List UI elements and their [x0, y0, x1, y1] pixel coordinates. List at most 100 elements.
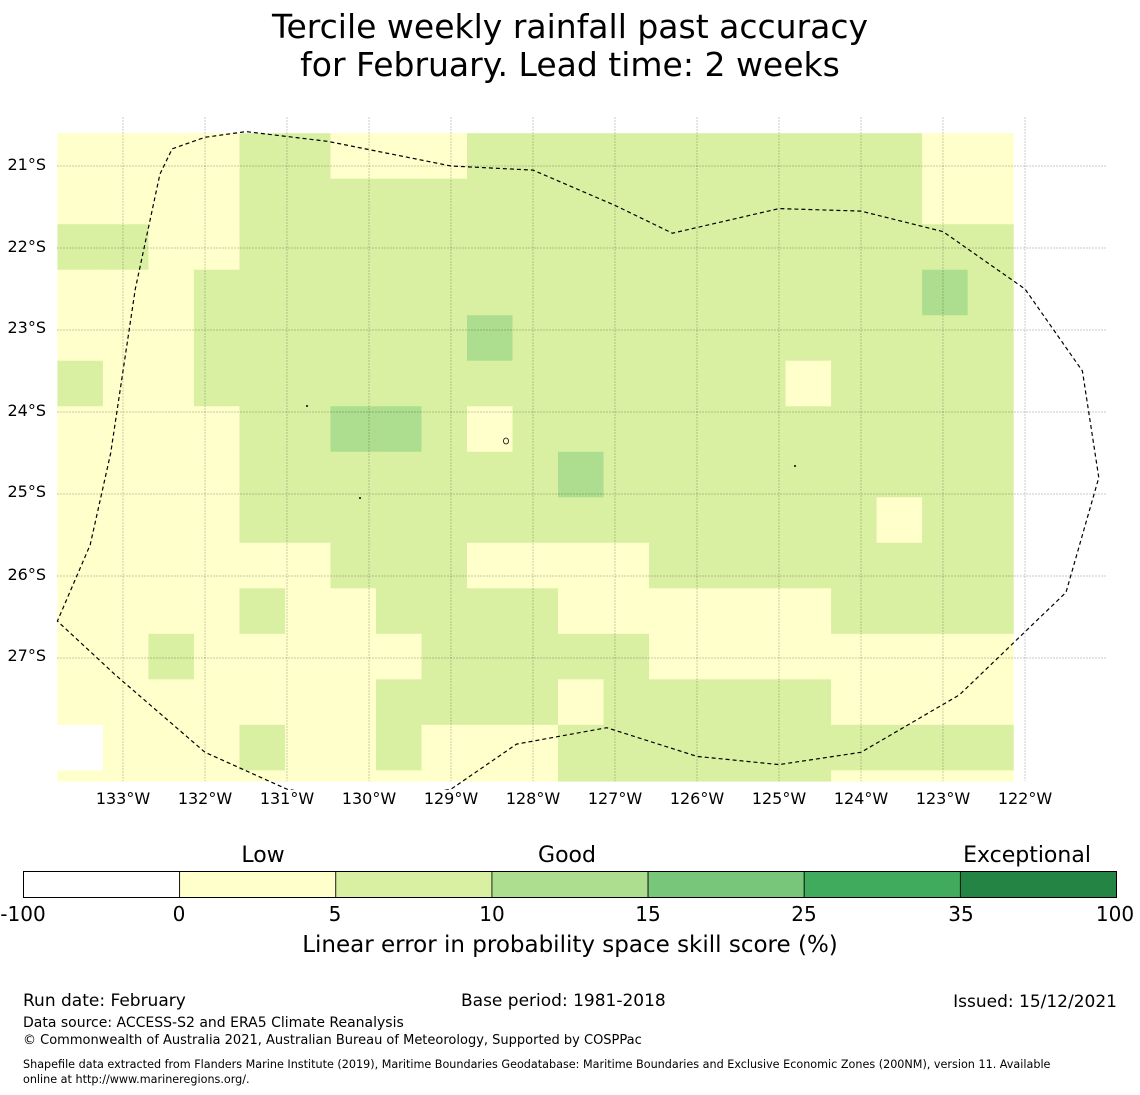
- grid-cell: [649, 679, 696, 726]
- grid-cell: [512, 178, 559, 225]
- grid-cell: [284, 633, 332, 680]
- graticule-lines: [57, 117, 1106, 781]
- grid-cell: [102, 315, 150, 362]
- colorbar-bin: [179, 871, 337, 898]
- grid-cell: [967, 679, 1014, 726]
- grid-cell: [102, 724, 150, 771]
- grid-cell: [284, 679, 332, 726]
- colorbar-tick: 5: [328, 902, 342, 926]
- grid-cell: [740, 679, 787, 726]
- grid-cell: [284, 406, 332, 453]
- grid-cell: [375, 224, 423, 271]
- grid-cell: [193, 724, 241, 771]
- colorbar-category-exceptional: Exceptional: [963, 843, 1091, 868]
- colorbar-category-low: Low: [241, 843, 285, 868]
- colorbar-tick: -100: [0, 902, 46, 926]
- lat-label: 21°S: [7, 155, 46, 174]
- grid-cell: [558, 406, 605, 453]
- grid-cell: [330, 360, 377, 407]
- lat-label: 27°S: [7, 646, 46, 665]
- grid-cell: [694, 679, 741, 726]
- grid-cell: [57, 770, 104, 782]
- grid-cell: [148, 542, 195, 589]
- grid-cell: [466, 269, 514, 316]
- grid-cell: [967, 269, 1014, 316]
- grid-cell: [148, 679, 195, 726]
- grid-cell: [785, 770, 832, 782]
- lon-label: 131°W: [259, 789, 315, 808]
- grid-cell: [876, 770, 923, 782]
- grid-cell: [876, 497, 923, 544]
- grid-cell: [603, 178, 650, 225]
- colorbar-bar: [23, 871, 1117, 898]
- grid-cell: [922, 406, 969, 453]
- grid-cell: [831, 269, 878, 316]
- lat-label: 22°S: [7, 237, 46, 256]
- grid-cell: [512, 315, 559, 362]
- grid-cell: [922, 360, 969, 407]
- grid-cell: [967, 633, 1014, 680]
- grid-cell: [284, 133, 332, 180]
- grid-cell: [284, 178, 332, 225]
- island-markers: [306, 405, 796, 499]
- grid-cell: [193, 451, 241, 498]
- grid-cell: [330, 724, 377, 771]
- island-marker: [503, 437, 509, 445]
- grid-cell: [193, 633, 241, 680]
- grid-cell: [831, 679, 878, 726]
- grid-cell: [421, 588, 468, 635]
- grid-cell: [649, 406, 696, 453]
- colorbar-tick: 35: [948, 902, 974, 926]
- grid-cell: [558, 360, 605, 407]
- grid-cell: [922, 724, 969, 771]
- grid-cell: [284, 451, 332, 498]
- grid-cell: [922, 315, 969, 362]
- grid-cell: [284, 542, 332, 589]
- colorbar-bin: [959, 871, 1117, 898]
- grid-cell: [922, 224, 969, 271]
- grid-cell: [831, 451, 878, 498]
- grid-cell: [421, 679, 468, 726]
- grid-cell: [603, 360, 650, 407]
- grid-cell: [239, 679, 286, 726]
- grid-cell: [740, 406, 787, 453]
- grid-cell: [102, 497, 150, 544]
- grid-cell: [785, 360, 832, 407]
- lat-label: 25°S: [7, 482, 46, 501]
- grid-cell: [193, 406, 241, 453]
- grid-cell: [785, 224, 832, 271]
- grid-cell: [284, 497, 332, 544]
- grid-cell: [740, 224, 787, 271]
- grid-cell: [967, 133, 1014, 180]
- grid-cell: [512, 770, 559, 782]
- grid-cell: [967, 360, 1014, 407]
- grid-cell: [375, 770, 423, 782]
- grid-cell: [148, 224, 195, 271]
- grid-cell: [558, 269, 605, 316]
- grid-cell: [421, 451, 468, 498]
- grid-cell: [831, 360, 878, 407]
- grid-cell: [967, 224, 1014, 271]
- grid-cell: [603, 224, 650, 271]
- grid-cell: [876, 633, 923, 680]
- lon-label: 122°W: [997, 789, 1053, 808]
- grid-cell: [57, 315, 104, 362]
- grid-cell: [694, 360, 741, 407]
- grid-cell: [375, 679, 423, 726]
- grid-cell: [694, 542, 741, 589]
- grid-cell: [375, 497, 423, 544]
- grid-cell: [512, 724, 559, 771]
- colorbar-bin: [647, 871, 805, 898]
- grid-cell: [831, 542, 878, 589]
- grid-cell: [922, 451, 969, 498]
- grid-cell: [967, 451, 1014, 498]
- grid-cell: [466, 588, 514, 635]
- colorbar-category-good: Good: [538, 843, 596, 868]
- lon-label: 126°W: [669, 789, 725, 808]
- grid-cell: [148, 315, 195, 362]
- grid-cell: [512, 588, 559, 635]
- grid-cell: [239, 451, 286, 498]
- grid-cell: [284, 360, 332, 407]
- grid-cell: [284, 724, 332, 771]
- grid-cell: [922, 497, 969, 544]
